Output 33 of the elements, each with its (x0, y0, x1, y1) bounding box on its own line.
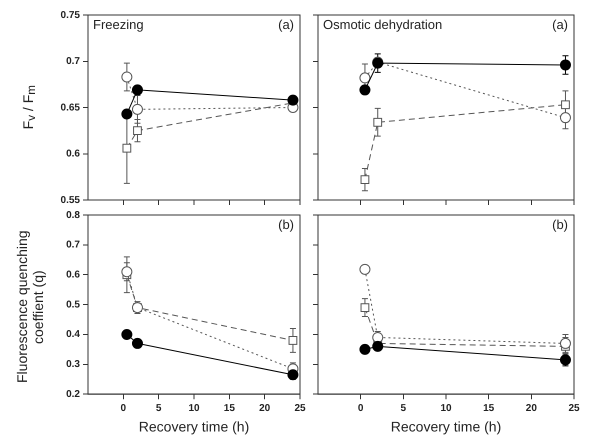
annotation: (b) (278, 217, 294, 232)
y-tick-label: 0.3 (66, 359, 80, 370)
x-tick-label: 25 (294, 402, 306, 414)
x-tick-label: 0 (120, 402, 127, 414)
chart-title: Freezing (93, 17, 144, 32)
y-tick-label: 0.5 (66, 299, 80, 310)
annotation: (a) (278, 17, 294, 32)
y-tick-label: 0.55 (60, 194, 80, 206)
x-tick-label: 10 (188, 402, 200, 414)
y-tick-label: 0.8 (66, 210, 80, 221)
y-tick-label: 0.4 (66, 329, 80, 340)
y-tick-label: 0.7 (66, 240, 80, 251)
y-tick-label: 0.75 (60, 10, 80, 21)
y-tick-label: 0.6 (66, 148, 80, 160)
annotation: (a) (552, 17, 568, 32)
chart-title: Osmotic dehydration (323, 17, 442, 32)
x-tick-label: 10 (440, 402, 452, 414)
annotation: (b) (552, 217, 568, 232)
x-tick-label: 15 (483, 402, 495, 414)
x-axis-title: Recovery time (h) (138, 418, 250, 434)
x-tick-label: 15 (224, 402, 236, 414)
y-tick-label: 0.6 (66, 269, 80, 280)
x-axis-title: Recovery time (h) (390, 418, 502, 434)
x-tick-label: 0 (358, 402, 364, 414)
y-tick-label: 0.65 (60, 102, 80, 114)
x-tick-label: 25 (568, 402, 580, 414)
y-tick-label: 0.7 (66, 56, 80, 67)
y-axis-title: Fluorescence quenching coeffient (q) (14, 230, 46, 386)
x-tick-label: 20 (259, 402, 271, 414)
y-tick-label: 0.2 (66, 388, 80, 400)
x-tick-label: 20 (526, 402, 538, 414)
x-tick-label: 5 (156, 402, 162, 414)
x-tick-label: 5 (400, 402, 407, 414)
